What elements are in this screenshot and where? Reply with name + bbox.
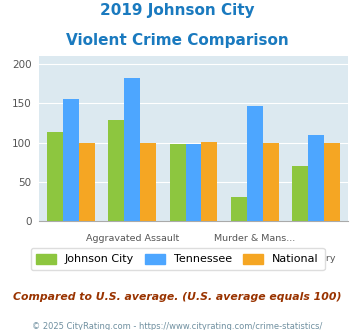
- Bar: [140, 143, 156, 221]
- Bar: [263, 143, 279, 221]
- Text: Aggravated Assault: Aggravated Assault: [86, 234, 179, 243]
- Bar: [324, 143, 340, 221]
- Bar: [108, 120, 124, 221]
- Bar: [308, 135, 324, 221]
- Bar: [231, 197, 247, 221]
- Text: © 2025 CityRating.com - https://www.cityrating.com/crime-statistics/: © 2025 CityRating.com - https://www.city…: [32, 322, 323, 330]
- Text: Rape: Rape: [181, 254, 206, 263]
- Text: Violent Crime Comparison: Violent Crime Comparison: [66, 33, 289, 48]
- Text: Compared to U.S. average. (U.S. average equals 100): Compared to U.S. average. (U.S. average …: [13, 292, 342, 302]
- Legend: Johnson City, Tennessee, National: Johnson City, Tennessee, National: [31, 248, 324, 270]
- Text: Robbery: Robbery: [296, 254, 336, 263]
- Bar: [186, 144, 201, 221]
- Bar: [292, 166, 308, 221]
- Bar: [79, 143, 95, 221]
- Bar: [247, 106, 263, 221]
- Bar: [63, 99, 79, 221]
- Text: All Violent Crime: All Violent Crime: [31, 254, 110, 263]
- Text: 2019 Johnson City: 2019 Johnson City: [100, 3, 255, 18]
- Bar: [201, 142, 217, 221]
- Bar: [124, 78, 140, 221]
- Bar: [47, 132, 63, 221]
- Text: Murder & Mans...: Murder & Mans...: [214, 234, 295, 243]
- Bar: [170, 144, 186, 221]
